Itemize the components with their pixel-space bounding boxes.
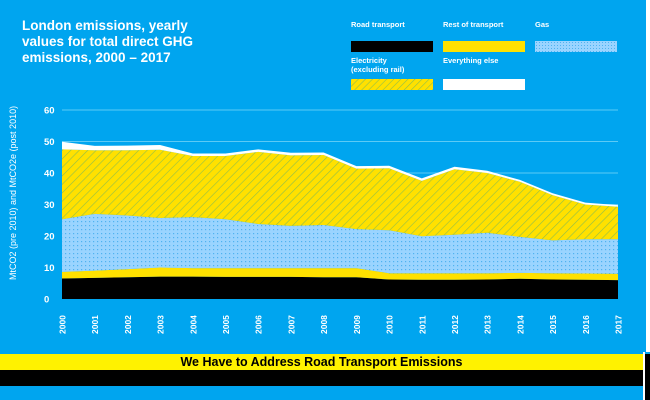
x-tick-label: 2010 bbox=[385, 315, 395, 334]
y-tick-label: 40 bbox=[44, 169, 55, 180]
x-tick-label: 2017 bbox=[614, 315, 624, 334]
y-tick-label: 20 bbox=[44, 232, 55, 243]
stacked-area-chart: 0 10 20 30 40 50 60 2000 2001 2002 2003 2004 2005 20… bbox=[44, 106, 624, 335]
x-tick-label: 2011 bbox=[417, 315, 427, 334]
x-tick-label: 2000 bbox=[58, 315, 68, 334]
area-road-transport bbox=[62, 276, 618, 299]
x-tick-label: 2002 bbox=[123, 315, 133, 334]
legend-swatch-gas bbox=[535, 41, 617, 52]
chart-title: London emissions, yearly values for tota… bbox=[22, 18, 194, 65]
right-border bbox=[646, 0, 650, 352]
legend-label-road-transport: Road transport bbox=[351, 20, 405, 29]
y-tick-label: 30 bbox=[44, 200, 55, 211]
banner-right-bar bbox=[645, 354, 650, 400]
legend-label-gas: Gas bbox=[535, 20, 550, 29]
x-tick-label: 2016 bbox=[581, 315, 591, 334]
x-tick-label: 2007 bbox=[286, 315, 296, 334]
banner-yellow-stripe bbox=[0, 354, 643, 370]
x-tick-label: 2015 bbox=[548, 315, 558, 334]
banner-text: We Have to Address Road Transport Emissi… bbox=[180, 355, 463, 369]
legend-swatch-road-transport bbox=[351, 41, 433, 52]
legend-swatch-electricity bbox=[351, 79, 433, 90]
y-tick-label: 60 bbox=[44, 106, 55, 117]
y-tick-label: 0 bbox=[44, 295, 49, 306]
y-tick-label: 10 bbox=[44, 263, 55, 274]
x-tick-label: 2009 bbox=[352, 315, 362, 334]
legend-swatch-rest-of-transport bbox=[443, 41, 525, 52]
x-tick-label: 2003 bbox=[156, 315, 166, 334]
legend-label-everything-else: Everything else bbox=[443, 56, 499, 65]
legend-swatch-everything-else bbox=[443, 79, 525, 90]
legend-label-rest-of-transport: Rest of transport bbox=[443, 20, 504, 29]
x-tick-label: 2004 bbox=[188, 315, 198, 334]
banner-black-stripe bbox=[0, 370, 643, 386]
x-tick-label: 2001 bbox=[90, 315, 100, 334]
banner-right-gap bbox=[643, 352, 645, 400]
area-rest-of-transport bbox=[62, 267, 618, 281]
y-tick-label: 50 bbox=[44, 137, 55, 148]
legend-label-electricity: Electricity (excluding rail) bbox=[351, 56, 405, 74]
x-tick-label: 2013 bbox=[483, 315, 493, 334]
x-tick-label: 2005 bbox=[221, 315, 231, 334]
area-everything-else bbox=[62, 141, 618, 207]
x-tick-label: 2014 bbox=[515, 315, 525, 334]
x-tick-label: 2008 bbox=[319, 315, 329, 334]
x-tick-label: 2006 bbox=[254, 315, 264, 334]
area-electricity bbox=[62, 149, 618, 241]
area-gas bbox=[62, 213, 618, 274]
x-tick-label: 2012 bbox=[450, 315, 460, 334]
